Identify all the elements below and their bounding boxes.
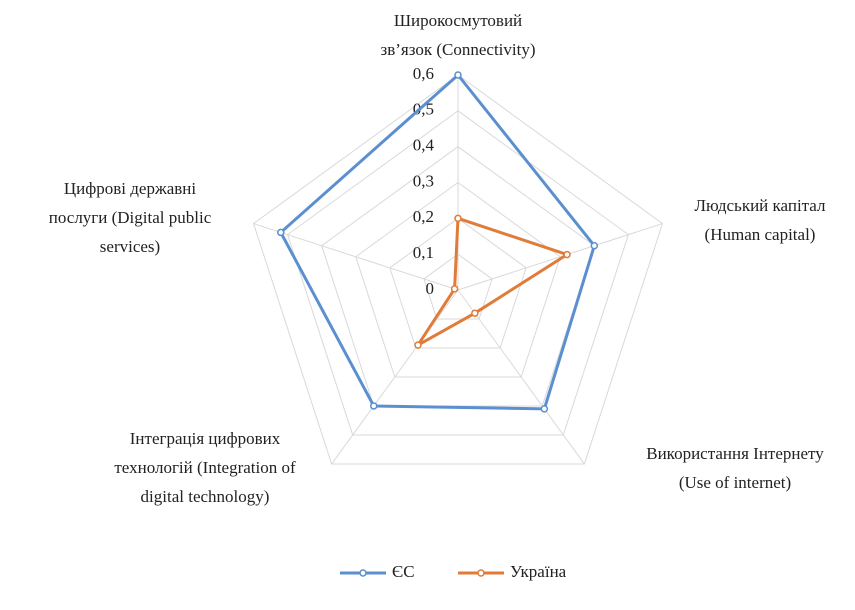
legend-marker [477,569,485,577]
spoke [457,289,585,465]
series-line [278,72,596,411]
tick-label: 0,5 [413,100,434,119]
point [277,228,285,237]
axis-label: digital technology) [141,487,270,506]
axis-label: Інтеграція цифрових [130,429,281,448]
point [471,309,479,317]
tick-label: 0,2 [413,207,434,226]
axis-label: (Use of internet) [679,473,791,492]
grid-ring [423,253,493,320]
grid-ring [287,110,629,436]
spoke [331,289,459,465]
tick-label: 0,6 [413,64,434,83]
axis-label: послуги (Digital public [49,208,212,227]
legend-label: ЄС [392,562,415,581]
point [590,241,599,250]
tick-label: 0,1 [413,243,434,262]
point [370,402,378,410]
grid-ring [389,217,527,349]
point [454,71,462,79]
point [450,285,459,293]
tick-label: 0,4 [413,136,435,155]
axis-label: зв’язок (Connectivity) [381,40,536,59]
point [540,405,549,413]
grid-ring [355,181,561,378]
axis-label: (Human capital) [705,225,816,244]
axis-label: Широкосмутовий [394,11,522,30]
axis-label: Використання Інтернету [646,444,824,463]
spoke [253,223,459,291]
point [563,250,571,259]
series-line [416,216,571,347]
tick-label: 0 [426,279,435,298]
legend-marker [359,569,367,577]
grid-ring [252,74,664,465]
tick-label: 0,3 [413,171,434,190]
legend-label: Україна [510,562,567,581]
axis-label: Цифрові державні [64,179,197,198]
axis-label: технологій (Integration of [114,458,296,477]
axis-label: Людський капітал [695,196,826,215]
point [414,341,422,349]
point [454,214,462,223]
spoke [457,223,663,291]
axis-label: services) [100,237,160,256]
